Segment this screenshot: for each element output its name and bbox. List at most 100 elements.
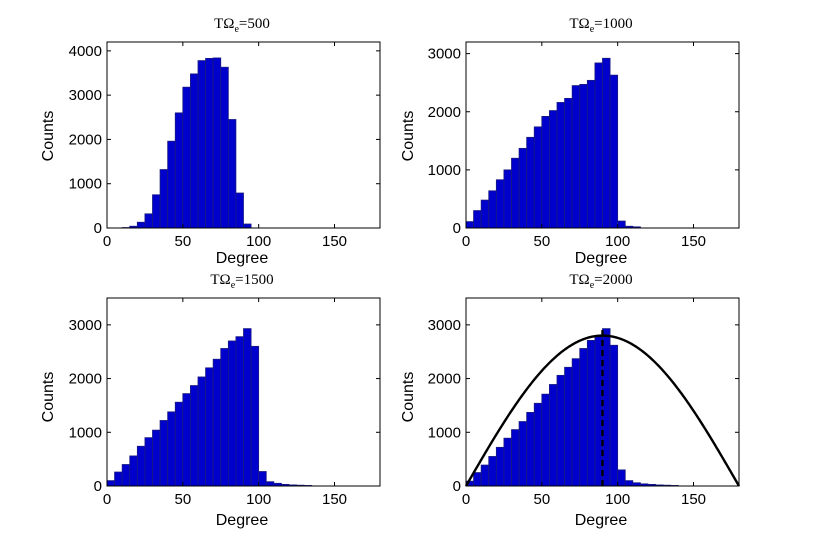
x-tick-label: 100 xyxy=(246,233,271,250)
bar xyxy=(121,464,131,487)
bar xyxy=(609,344,619,487)
y-tick-label: 1000 xyxy=(69,176,102,193)
bar xyxy=(571,358,581,487)
bar xyxy=(243,223,252,229)
plot-frame xyxy=(106,41,381,229)
x-tick-label: 150 xyxy=(322,491,347,508)
x-tick-label: 50 xyxy=(174,491,191,508)
plot-frame xyxy=(106,297,381,487)
bar xyxy=(220,66,229,229)
subplot-4-title: TΩe=2000 xyxy=(569,272,632,291)
y-tick-label: 1000 xyxy=(428,162,461,179)
bar xyxy=(182,86,191,229)
bar xyxy=(227,119,237,229)
x-tick-label: 0 xyxy=(103,233,111,250)
bar xyxy=(564,366,573,487)
x-tick-label: 0 xyxy=(462,491,470,508)
subplot-1-plot-area: 0 50 100 150 0 1000 2000 3000 4000 xyxy=(69,41,381,250)
bar xyxy=(167,140,176,229)
bar xyxy=(190,73,199,229)
bar xyxy=(549,110,558,229)
bar xyxy=(129,455,138,487)
x-tick-label: 100 xyxy=(605,491,630,508)
y-tick-label: 3000 xyxy=(69,317,102,334)
bar xyxy=(159,420,169,487)
bar xyxy=(518,421,528,487)
bar xyxy=(503,169,512,229)
y-tick-label: 2000 xyxy=(69,131,102,148)
bar xyxy=(473,210,482,229)
bar xyxy=(174,401,184,487)
x-tick-label: 0 xyxy=(103,491,111,508)
x-tick-label: 50 xyxy=(533,491,550,508)
bar xyxy=(190,385,199,487)
bar xyxy=(495,446,505,487)
x-tick-label: 0 xyxy=(462,233,470,250)
bar xyxy=(106,480,115,487)
x-tick-label: 100 xyxy=(605,233,630,250)
subplot-3-xlabel: Degree xyxy=(216,512,269,529)
bar xyxy=(235,192,244,229)
subplot-3-plot-area: 0 50 100 150 0 1000 2000 3000 xyxy=(69,297,381,508)
plot-frame xyxy=(465,41,740,229)
bar xyxy=(212,358,222,487)
bar xyxy=(602,57,611,229)
subplot-4-plot-area: 0 50 100 150 0 1000 2000 3000 xyxy=(428,297,741,508)
bar xyxy=(144,213,153,229)
y-tick-label: 1000 xyxy=(428,424,461,441)
y-tick-label: 3000 xyxy=(428,46,461,63)
bar xyxy=(564,97,573,229)
bar xyxy=(243,328,252,487)
subplot-4-ylabel: Counts xyxy=(400,372,417,423)
bar xyxy=(526,412,535,487)
bar xyxy=(586,79,596,229)
bar xyxy=(526,136,535,229)
subplot-3-ylabel: Counts xyxy=(40,372,57,423)
bar xyxy=(503,437,512,487)
x-tick-label: 100 xyxy=(246,491,271,508)
bar xyxy=(227,340,237,487)
bar xyxy=(480,199,490,229)
bar xyxy=(136,445,146,487)
bar xyxy=(541,393,550,487)
y-tick-label: 4000 xyxy=(69,43,102,60)
x-tick-label: 50 xyxy=(174,233,191,250)
y-tick-label: 1000 xyxy=(69,424,102,441)
subplot-2-xlabel: Degree xyxy=(575,250,628,267)
x-tick-label: 150 xyxy=(681,491,706,508)
y-tick-label: 2000 xyxy=(428,104,461,121)
y-tick-label: 0 xyxy=(453,478,461,495)
bar xyxy=(533,126,543,229)
bar xyxy=(609,74,619,229)
y-tick-label: 0 xyxy=(94,220,102,237)
y-tick-label: 0 xyxy=(453,220,461,237)
bar xyxy=(258,471,267,487)
bar xyxy=(212,57,222,229)
subplot-4: TΩe=2000 0 50 100 150 0 1000 2000 3000 Degree C… xyxy=(400,272,741,529)
y-tick-label: 3000 xyxy=(428,317,461,334)
y-tick-label: 2000 xyxy=(69,371,102,388)
bar xyxy=(265,481,275,487)
bar xyxy=(617,220,626,229)
plot-frame xyxy=(465,297,740,487)
bar xyxy=(136,221,146,229)
x-tick-label: 50 xyxy=(533,233,550,250)
bar xyxy=(152,429,161,487)
y-tick-label: 2000 xyxy=(428,371,461,388)
bar xyxy=(571,85,581,229)
bar xyxy=(114,471,123,487)
bar xyxy=(174,112,184,229)
bar xyxy=(205,57,214,229)
x-tick-label: 150 xyxy=(322,233,347,250)
bar xyxy=(488,190,497,229)
subplot-2: TΩe=1000 0 50 100 150 0 1000 2000 3000 Degree C… xyxy=(400,16,740,267)
bar xyxy=(473,472,482,487)
bar xyxy=(617,469,626,487)
bar xyxy=(220,348,229,487)
bar xyxy=(624,480,634,487)
bar xyxy=(586,340,596,487)
bar xyxy=(167,411,176,487)
subplot-2-ylabel: Counts xyxy=(400,111,417,162)
bar xyxy=(518,147,528,229)
